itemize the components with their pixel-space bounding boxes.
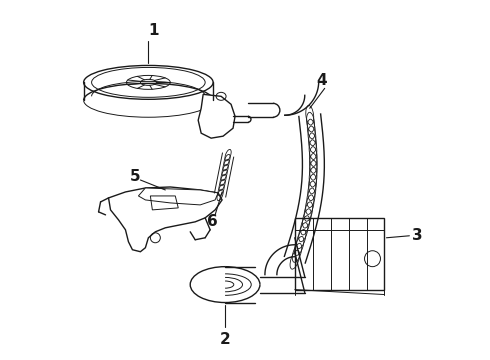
Polygon shape	[108, 187, 222, 252]
Text: 2: 2	[220, 332, 230, 347]
Text: 5: 5	[130, 168, 141, 184]
Text: 4: 4	[317, 73, 327, 88]
Text: 1: 1	[148, 23, 159, 37]
Polygon shape	[198, 94, 235, 138]
Polygon shape	[138, 188, 218, 205]
Text: 6: 6	[207, 214, 218, 229]
Text: 3: 3	[413, 228, 423, 243]
Polygon shape	[295, 218, 385, 289]
